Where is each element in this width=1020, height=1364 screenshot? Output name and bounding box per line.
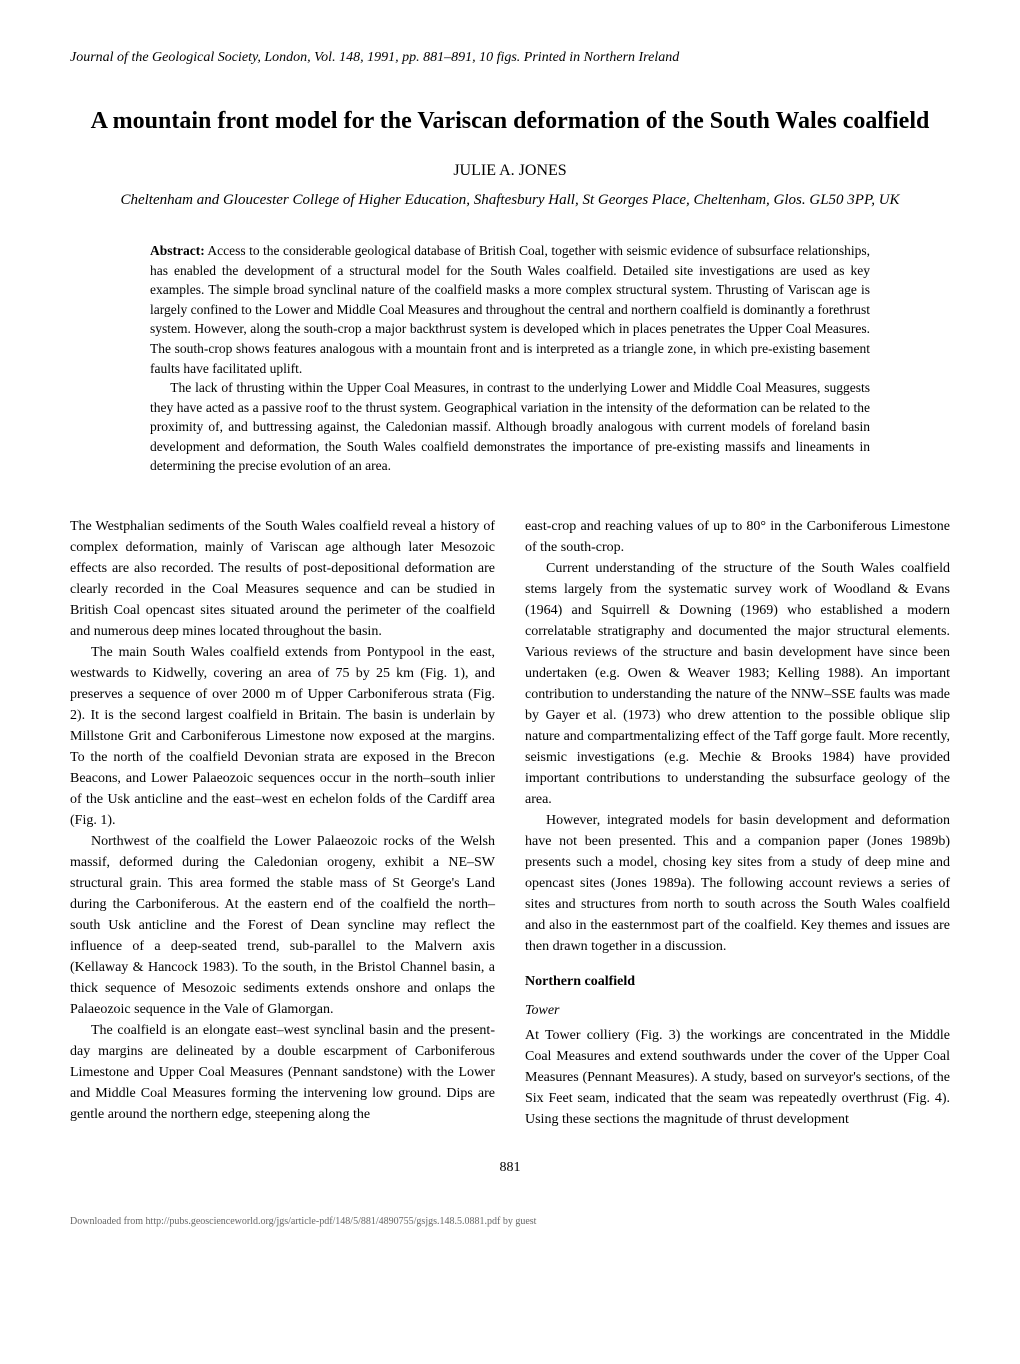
body-content: The Westphalian sediments of the South W… <box>70 516 950 1130</box>
body-paragraph: At Tower colliery (Fig. 3) the workings … <box>525 1025 950 1130</box>
body-paragraph: The main South Wales coalfield extends f… <box>70 642 495 831</box>
right-column: east-crop and reaching values of up to 8… <box>525 516 950 1130</box>
author-name: JULIE A. JONES <box>70 162 950 180</box>
body-paragraph: However, integrated models for basin dev… <box>525 810 950 957</box>
body-paragraph: Current understanding of the structure o… <box>525 558 950 810</box>
body-paragraph: east-crop and reaching values of up to 8… <box>525 516 950 558</box>
abstract-label: Abstract: <box>150 243 205 258</box>
abstract-text-2: The lack of thrusting within the Upper C… <box>150 378 870 476</box>
body-paragraph: The Westphalian sediments of the South W… <box>70 516 495 642</box>
page-number: 881 <box>70 1160 950 1176</box>
body-paragraph: The coalfield is an elongate east–west s… <box>70 1020 495 1125</box>
abstract-text-1: Access to the considerable geological da… <box>150 243 870 375</box>
author-affiliation: Cheltenham and Gloucester College of Hig… <box>70 190 950 211</box>
abstract-section: Abstract: Access to the considerable geo… <box>150 241 870 476</box>
left-column: The Westphalian sediments of the South W… <box>70 516 495 1130</box>
sub-heading: Tower <box>525 1000 950 1021</box>
section-heading: Northern coalfield <box>525 971 950 992</box>
body-paragraph: Northwest of the coalfield the Lower Pal… <box>70 831 495 1020</box>
journal-header: Journal of the Geological Society, Londo… <box>70 50 950 66</box>
download-footer: Downloaded from http://pubs.geosciencewo… <box>70 1216 950 1227</box>
paper-title: A mountain front model for the Variscan … <box>70 106 950 137</box>
